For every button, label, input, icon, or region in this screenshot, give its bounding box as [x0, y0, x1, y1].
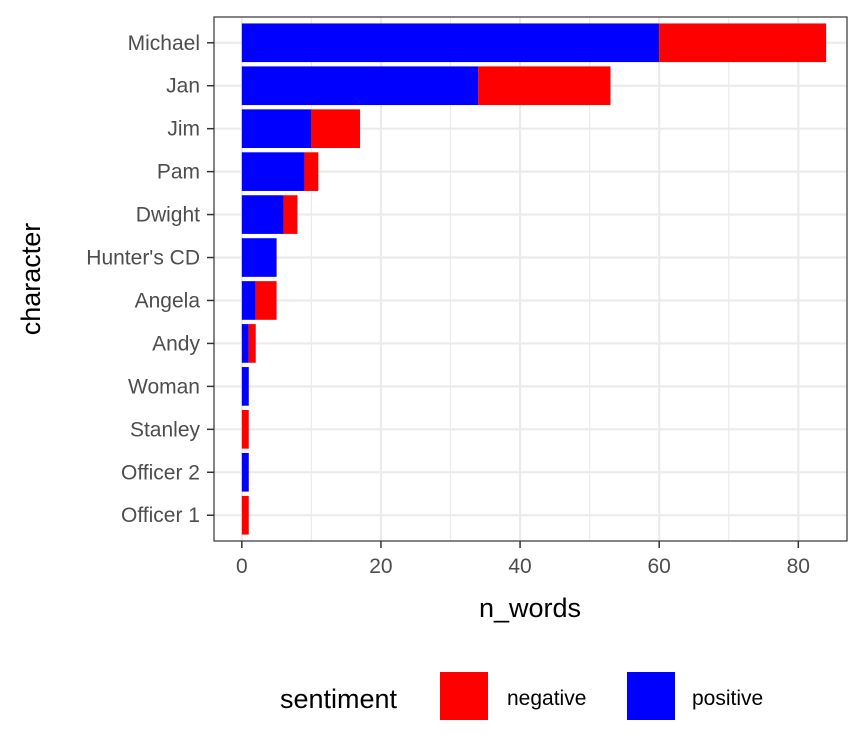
- legend-label-positive: positive: [692, 687, 763, 710]
- x-tick-label: 80: [787, 555, 810, 578]
- legend-key-negative: [440, 672, 488, 720]
- bar-negative: [241, 410, 249, 449]
- x-axis: 0 20 40 60 80: [236, 541, 810, 578]
- bar-negative: [478, 66, 611, 106]
- x-tick-label: 60: [648, 555, 671, 578]
- bar-positive: [241, 152, 305, 191]
- y-axis-title: character: [16, 223, 46, 336]
- y-tick-label: Andy: [152, 332, 200, 355]
- y-tick-label: Hunter's CD: [86, 247, 200, 270]
- bar-positive: [241, 195, 284, 234]
- x-tick-label: 0: [236, 555, 248, 578]
- bar-negative: [283, 195, 298, 234]
- bar-positive: [241, 281, 256, 320]
- bar-negative: [255, 281, 277, 320]
- bar-negative: [659, 23, 827, 63]
- legend-title: sentiment: [280, 684, 398, 714]
- bars: [241, 23, 827, 535]
- bar-negative: [241, 495, 249, 535]
- bar-negative: [304, 152, 319, 191]
- legend-label-negative: negative: [507, 687, 586, 710]
- bar-positive: [241, 324, 249, 363]
- y-tick-label: Jan: [166, 75, 200, 98]
- x-tick-label: 20: [369, 555, 392, 578]
- bar-negative: [248, 324, 256, 363]
- bar-positive: [241, 23, 660, 63]
- y-tick-label: Angela: [135, 289, 201, 312]
- x-tick-label: 40: [508, 555, 531, 578]
- y-tick-label: Officer 1: [121, 504, 200, 527]
- bar-positive: [241, 452, 249, 492]
- legend: sentiment negative positive: [280, 672, 763, 720]
- y-tick-label: Woman: [128, 375, 200, 398]
- x-axis-title: n_words: [479, 593, 581, 623]
- y-tick-label: Michael: [128, 32, 200, 55]
- y-tick-label: Officer 2: [121, 461, 200, 484]
- bar-positive: [241, 238, 277, 277]
- y-tick-label: Jim: [167, 118, 200, 141]
- y-tick-label: Pam: [157, 161, 200, 184]
- legend-key-positive: [627, 672, 675, 720]
- bar-positive: [241, 367, 249, 406]
- bar-positive: [241, 109, 312, 148]
- bar-negative: [311, 109, 361, 148]
- y-tick-label: Dwight: [136, 204, 200, 227]
- panel-border: [213, 16, 848, 542]
- bar-positive: [241, 66, 479, 106]
- y-axis: Michael Jan Jim Pam Dwight Hunter's CD Angela A…: [86, 32, 214, 527]
- y-tick-label: Stanley: [130, 418, 201, 441]
